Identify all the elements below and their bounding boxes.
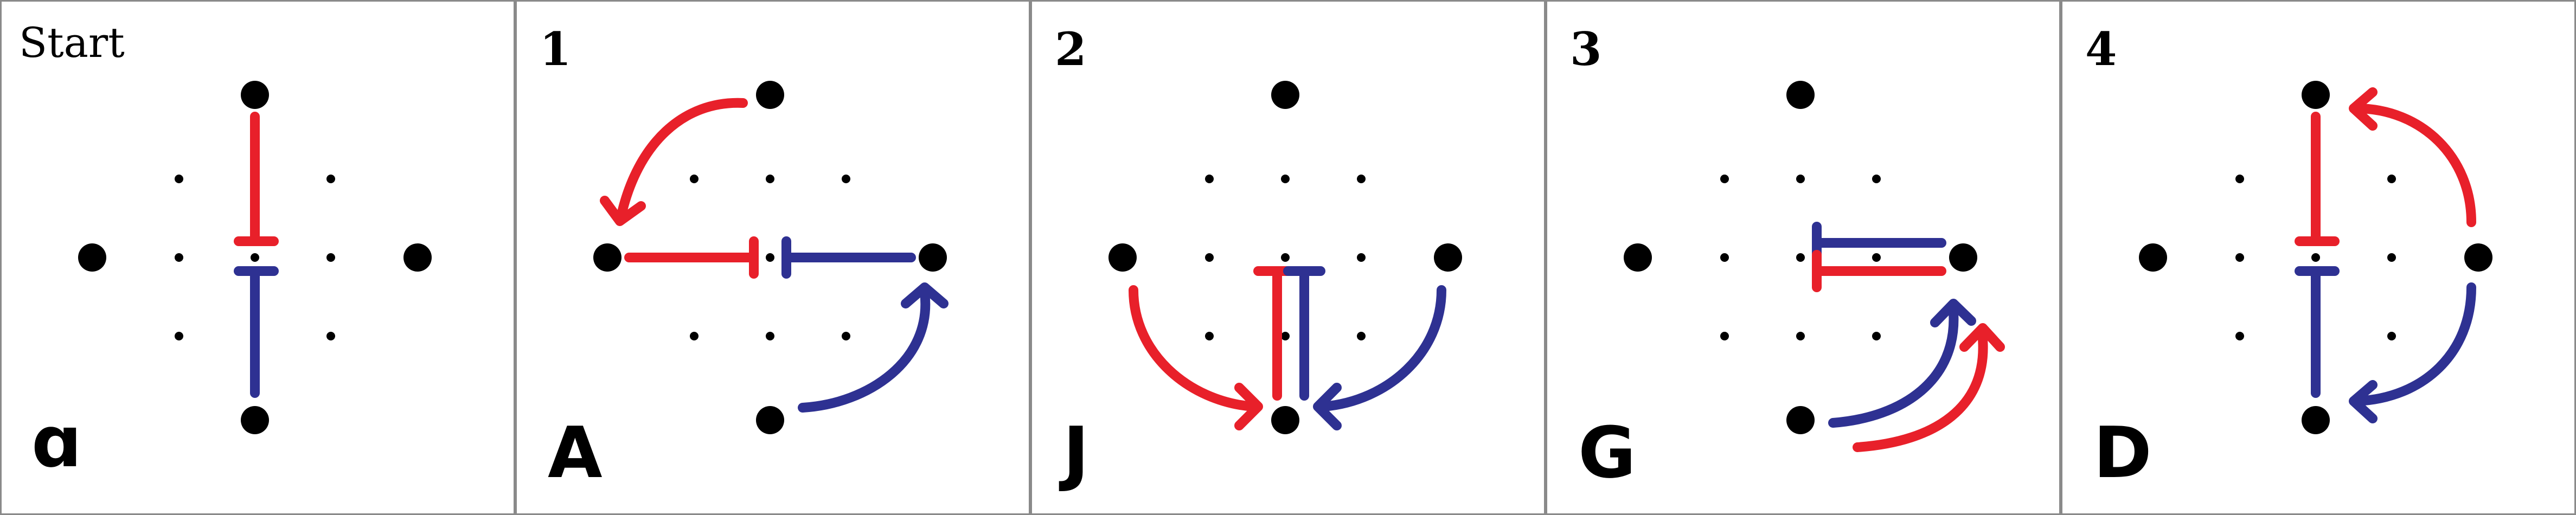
panel-letter: J <box>1059 411 1089 494</box>
panel-4: 4 D <box>2062 1 2575 514</box>
panel-title: 2 <box>1055 22 1086 76</box>
panel-letter: D <box>2093 411 2152 494</box>
panel-1: 1 A <box>516 1 1030 514</box>
panel-letter: G <box>1578 411 1636 494</box>
panel-title: Start <box>19 18 125 67</box>
panel-start: Start ɑ <box>1 1 515 514</box>
panel-title: 3 <box>1570 22 1601 76</box>
panel-3: 3 G <box>1547 1 2060 514</box>
panel-2: 2 J <box>1031 1 1545 514</box>
panel-title: 4 <box>2085 22 2117 76</box>
panel-title: 1 <box>540 22 571 76</box>
panel-letter: ɑ <box>31 401 82 483</box>
panel-letter: A <box>548 411 603 494</box>
